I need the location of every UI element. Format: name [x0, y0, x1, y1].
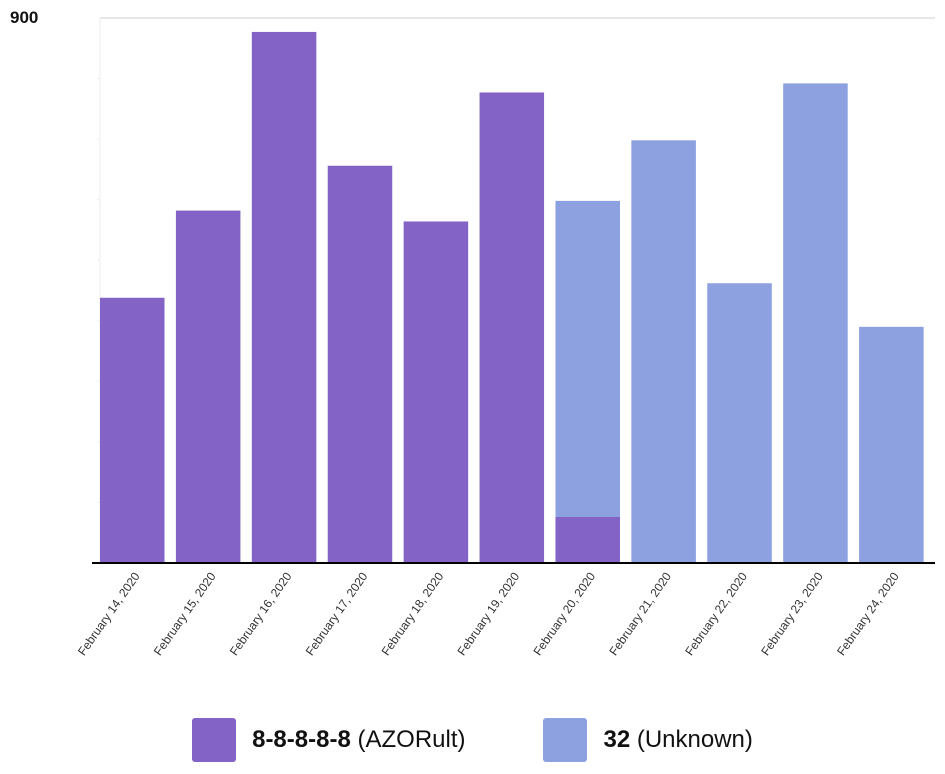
x-tick-label: February 19, 2020 — [455, 569, 523, 658]
bar-azorult-0 — [100, 297, 165, 563]
legend-item-unknown[interactable]: 32 (Unknown) — [543, 718, 753, 762]
legend-code-azorult: 8-8-8-8-8 — [252, 726, 351, 753]
legend-swatch-azorult — [192, 718, 237, 762]
bar-unknown-7 — [631, 140, 696, 564]
bar-azorult-5 — [479, 92, 545, 563]
legend: 8-8-8-8-8 (AZORult) 32 (Unknown) — [0, 718, 945, 762]
x-tick-label: February 18, 2020 — [379, 569, 447, 658]
x-tick-label: February 16, 2020 — [227, 569, 295, 658]
legend-family-unknown: (Unknown) — [636, 726, 753, 753]
bar-chart: February 14, 2020 February 15, 2020 Februa… — [75, 17, 935, 658]
bar-unknown-9 — [783, 83, 848, 564]
bar-azorult-6 — [555, 516, 620, 563]
legend-label-azorult: 8-8-8-8-8 (AZORult) — [252, 726, 465, 754]
x-tick-label: February 21, 2020 — [606, 569, 674, 658]
bar-unknown-8 — [707, 283, 772, 563]
bar-azorult-4 — [403, 221, 469, 563]
x-tick-label: February 15, 2020 — [151, 569, 219, 658]
bar-azorult-1 — [175, 210, 241, 564]
x-tick-label: February 24, 2020 — [834, 569, 902, 658]
bar-azorult-2 — [251, 31, 317, 563]
x-tick-label: February 22, 2020 — [682, 569, 750, 658]
legend-family-azorult: (AZORult) — [357, 726, 466, 753]
legend-swatch-unknown — [543, 718, 588, 762]
x-tick-label: February 20, 2020 — [530, 569, 598, 658]
legend-item-azorult[interactable]: 8-8-8-8-8 (AZORult) — [192, 718, 465, 762]
bar-unknown-6 — [555, 200, 620, 517]
legend-code-unknown: 32 — [603, 726, 631, 753]
bar-azorult-3 — [327, 165, 393, 563]
x-tick-label: February 17, 2020 — [303, 569, 371, 658]
legend-label-unknown: 32 (Unknown) — [603, 726, 752, 754]
bar-unknown-10 — [859, 326, 924, 563]
x-tick-label: February 23, 2020 — [758, 569, 826, 658]
x-tick-label: February 14, 2020 — [75, 569, 143, 658]
y-axis-max-label: 900 — [10, 8, 39, 27]
